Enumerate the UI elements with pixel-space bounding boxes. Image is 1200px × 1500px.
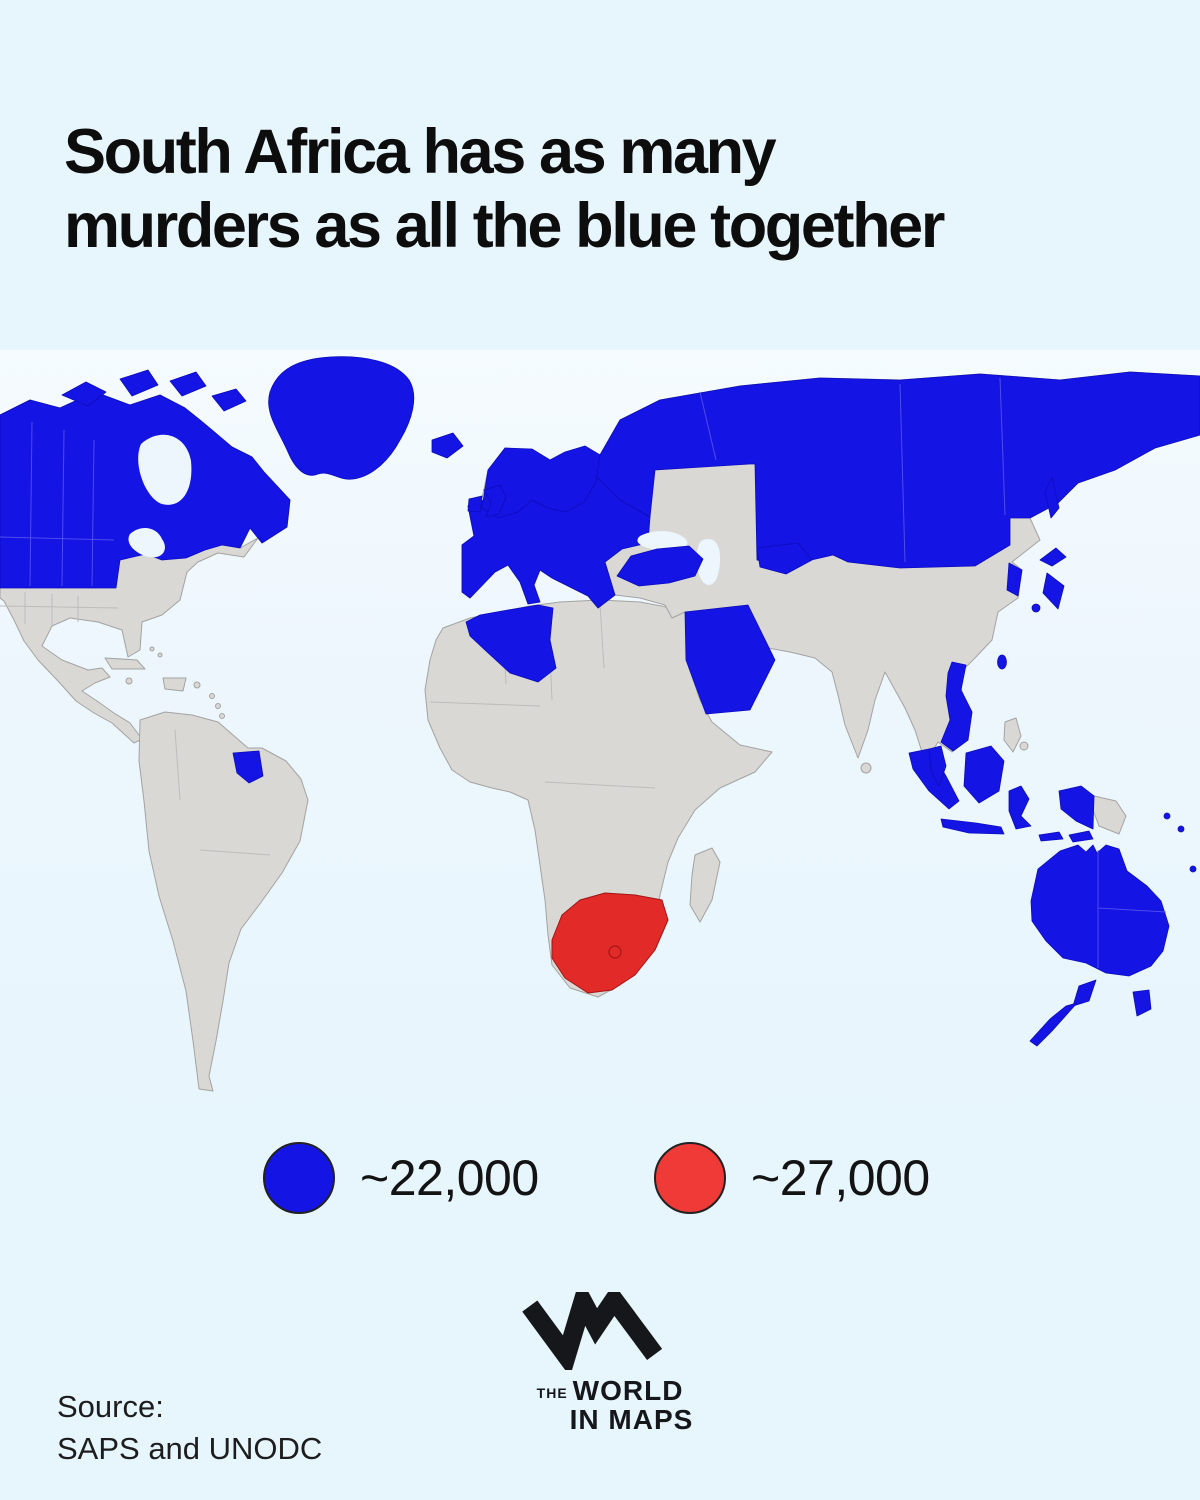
region-west-papua [1058,785,1095,830]
region-sri-lanka [860,762,872,774]
world-in-maps-logo-icon [522,1292,663,1370]
island [1177,825,1185,833]
island [125,677,133,685]
admin-border [91,439,95,587]
island-cuba [104,657,146,670]
arctic-island [61,381,107,407]
region-japan-hokkaido [1039,547,1067,567]
region-saudi-arabia [684,604,776,715]
caspian-sea [696,539,721,585]
island [1189,865,1197,873]
island [193,681,201,689]
world-in-maps-logo: THE WORLD IN MAPS [0,1292,1200,1435]
region-java [940,818,1005,835]
region-united-kingdom [483,484,507,518]
region-russia-siberia [584,371,1200,569]
title-line-1: South Africa has as many [64,117,777,187]
region-madagascar [689,847,721,923]
region-japan-honshu [1042,572,1065,610]
admin-border [199,849,271,856]
hudson-bay [138,434,192,505]
region-tasmania [1132,989,1152,1017]
black-sea [637,531,688,551]
legend-red-value: ~27,000 [751,1150,930,1206]
admin-border [699,391,717,461]
region-south-korea [1006,562,1023,597]
region-scandinavia [481,445,601,519]
admin-border [61,429,65,587]
great-lakes [128,527,165,558]
page-title: South Africa has as many murders as all … [64,116,1186,263]
island-chain [1038,831,1064,842]
region-japan-kyushu [1031,603,1041,613]
logo-text: THE WORLD IN MAPS [507,1376,694,1435]
island [1163,812,1171,820]
island [219,713,225,719]
admin-border [29,421,33,587]
island-chain [1068,830,1094,843]
island [149,646,155,652]
legend: ~22,000 ~27,000 [0,1138,1200,1222]
region-south-america [138,711,309,1092]
region-new-zealand-south [1029,1002,1078,1047]
admin-border [0,605,119,609]
admin-border [544,781,656,789]
admin-border [0,536,115,541]
region-south-africa [551,892,669,994]
island-hispaniola [162,677,187,692]
admin-border [999,377,1006,516]
region-taiwan [997,654,1007,670]
logo-the: THE [536,1385,568,1402]
region-australia [1030,844,1170,977]
region-lesotho [608,945,622,959]
logo-world: WORLD [572,1375,684,1406]
admin-border [599,603,605,669]
region-philippines [1003,717,1022,753]
region-algeria [465,604,557,683]
island [209,693,215,699]
island [215,703,221,709]
legend-blue-value: ~22,000 [360,1150,539,1206]
region-sakhalin [1044,476,1060,519]
region-central-asia [756,542,813,575]
admin-border [174,729,181,801]
source-note: Source: SAPS and UNODC [57,1386,322,1470]
admin-border [899,383,906,563]
region-sulawesi [1008,785,1032,830]
red-circle-icon [654,1142,726,1214]
region-vietnam [940,661,973,752]
region-suriname [232,750,264,784]
region-greenland [268,356,415,480]
logo-in-maps: IN MAPS [569,1404,694,1436]
legend-item-red: ~27,000 [653,1138,930,1218]
blue-circle-icon [263,1142,335,1214]
admin-border [429,701,541,707]
arctic-island [211,388,247,412]
island [1019,741,1029,751]
source-label: Source: [57,1389,164,1424]
region-ireland [467,495,483,513]
region-borneo [963,745,1005,804]
arctic-island [169,371,207,397]
region-turkey [616,545,704,587]
region-iceland [431,432,464,459]
source-value: SAPS and UNODC [57,1431,323,1467]
legend-item-blue: ~22,000 [262,1138,539,1218]
region-new-zealand-north [1072,979,1097,1007]
region-malay-peninsula [928,745,947,787]
admin-border [1097,907,1167,913]
arctic-island [119,369,159,397]
island [157,652,163,658]
title-line-2: murders as all the blue together [64,190,945,261]
